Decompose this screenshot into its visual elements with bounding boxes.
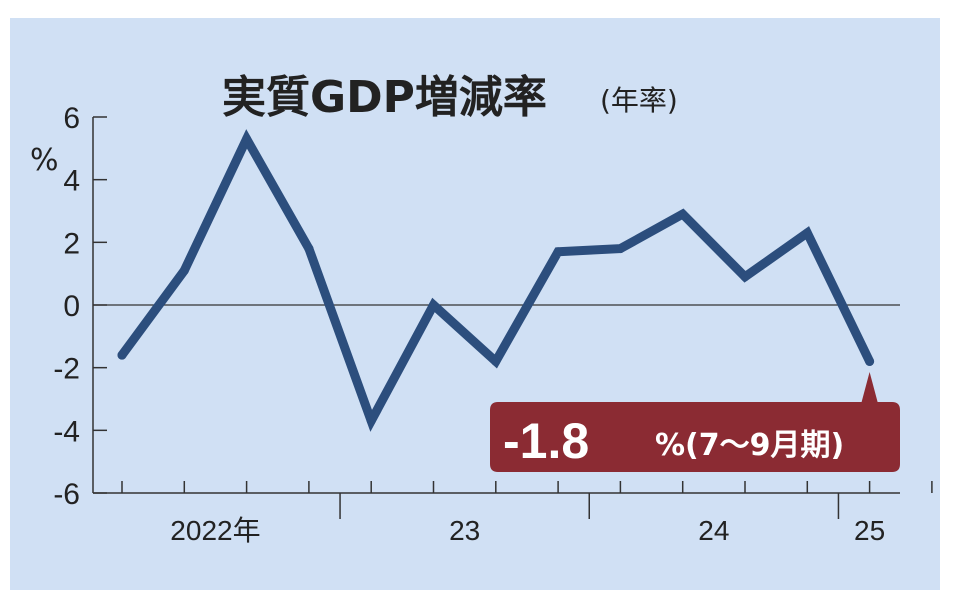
data-point [615,244,625,254]
data-point [740,272,750,282]
latest-value-callout: -1.8 %(7〜9月期) [490,372,900,472]
data-point [366,416,376,426]
x-axis: 2022年 23 24 25 [93,481,933,546]
x-year-label: 23 [449,515,480,546]
y-tick-label: 2 [63,227,80,260]
data-point [491,356,501,366]
series-layer [117,129,875,432]
data-point [429,300,438,310]
y-tick-label: -6 [53,478,80,511]
data-point [242,134,252,144]
data-point [304,244,314,254]
data-point [865,356,875,366]
data-point [802,228,812,238]
y-tick-label: 6 [63,102,80,135]
y-tick-label: 4 [63,165,80,198]
callout-value: -1.8 [503,413,589,469]
data-point [179,266,189,276]
chart-title: 実質GDP増減率 [222,72,547,123]
x-year-label: 24 [698,515,729,546]
data-point [678,209,688,219]
y-axis-unit: % [30,143,59,178]
chart-subtitle: (年率) [600,84,678,117]
x-year-label: 2022年 [170,515,260,546]
y-tick-label: -2 [53,353,80,386]
data-point [553,247,563,257]
y-tick-label: -4 [53,415,80,448]
callout-period-label: %(7〜9月期) [655,428,844,463]
callout-box [490,372,900,472]
x-year-label: 25 [854,515,885,546]
y-tick-label: 0 [63,290,80,323]
data-point [117,350,127,360]
